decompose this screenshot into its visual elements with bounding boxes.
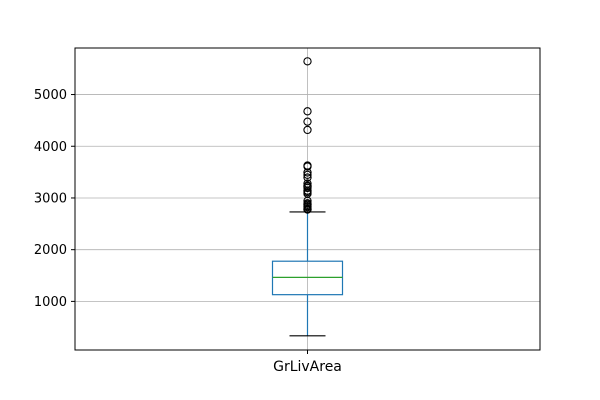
outlier-point [303,179,312,188]
x-axis: GrLivArea [273,350,342,375]
plot-area [271,57,344,337]
outlier-point [303,170,312,180]
outlier-point [303,199,312,208]
x-tick-label: GrLivArea [273,359,342,375]
y-tick-label: 4000 [34,140,67,155]
y-tick-label: 5000 [34,88,67,103]
outlier-point [303,57,312,66]
outlier-point [303,173,312,182]
y-tick-label: 1000 [34,295,67,310]
y-tick-label: 2000 [34,243,67,258]
outlier-point [303,181,312,190]
outlier-point [303,117,312,126]
outlier-point [303,125,312,135]
grid-lines [75,48,540,350]
y-axis: 1000 2000 3000 4000 5000 [34,88,75,310]
y-tick-label: 3000 [34,191,67,206]
outlier-point [303,161,312,170]
outlier-point [303,107,312,116]
